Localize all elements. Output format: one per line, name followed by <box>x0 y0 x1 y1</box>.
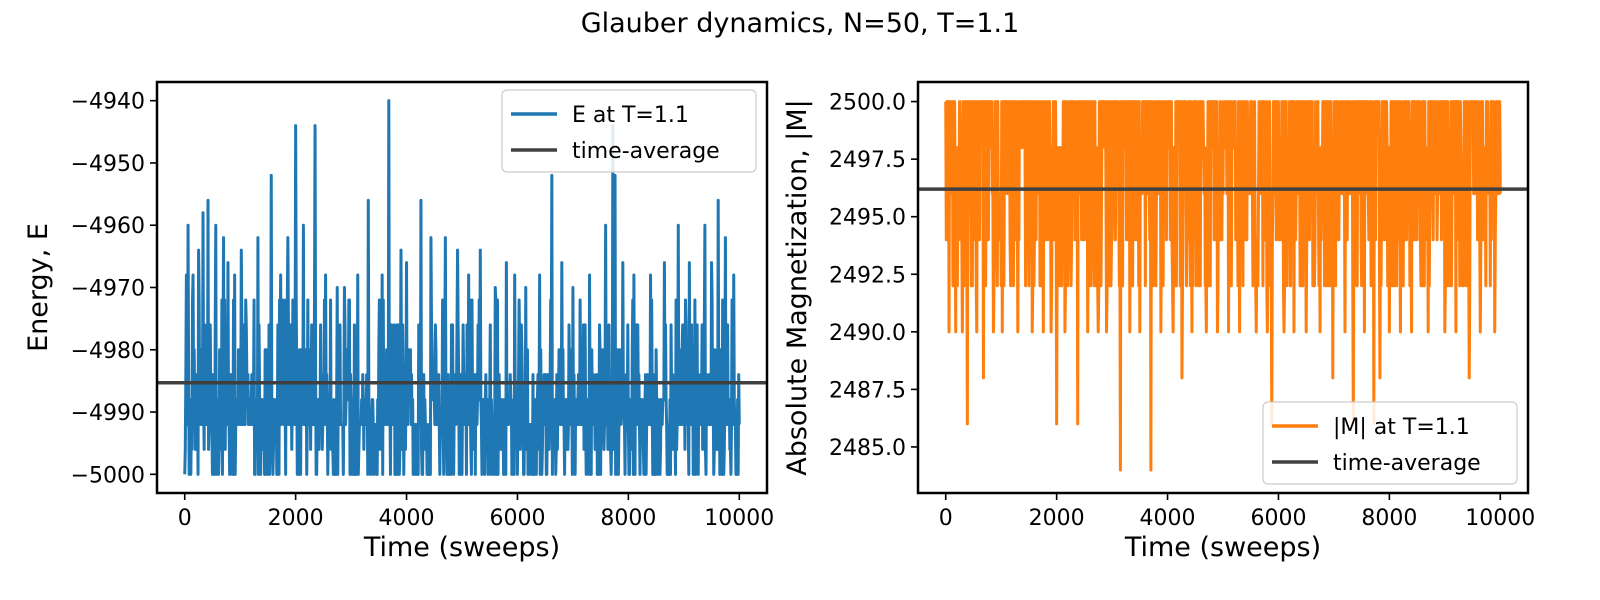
legend-label: |M| at T=1.1 <box>1333 415 1470 440</box>
y-tick-label: 2485.0 <box>829 436 906 461</box>
y-tick-label: −5000 <box>71 463 145 488</box>
y-axis-label: Energy, E <box>23 223 54 352</box>
x-tick-label: 2000 <box>1029 506 1085 531</box>
x-axis-label: Time (sweeps) <box>1124 532 1321 563</box>
plot-area <box>157 99 767 476</box>
plot-area <box>918 100 1528 472</box>
x-tick-label: 2000 <box>268 506 324 531</box>
x-tick-label: 10000 <box>704 506 774 531</box>
x-tick-label: 0 <box>178 506 192 531</box>
x-axis-label: Time (sweeps) <box>363 532 560 563</box>
legend-box <box>1262 401 1518 485</box>
x-tick-label: 8000 <box>1361 506 1417 531</box>
legend: E at T=1.1 time-average <box>501 89 757 173</box>
y-tick-label: 2497.5 <box>829 148 906 173</box>
y-tick-label: −4970 <box>71 277 145 302</box>
x-tick-label: 8000 <box>600 506 656 531</box>
legend-label: E at T=1.1 <box>572 103 689 128</box>
series-line-main <box>944 100 1502 472</box>
x-tick-label: 10000 <box>1465 506 1535 531</box>
y-tick-label: −4950 <box>71 152 145 177</box>
figure-title: Glauber dynamics, N=50, T=1.1 <box>580 8 1020 39</box>
y-axis-label: Absolute Magnetization, |M| <box>782 99 813 475</box>
legend-label: time-average <box>1333 451 1481 476</box>
y-tick-label: 2495.0 <box>829 206 906 231</box>
chart-panel-2: 0 2000 4000 6000 8000 10000 2485.0 2487.5 2490.0… <box>782 80 1535 563</box>
y-tick-label: 2500.0 <box>829 91 906 116</box>
series-line-main <box>183 99 741 476</box>
legend-box <box>501 89 757 173</box>
y-tick-label: −4980 <box>71 339 145 364</box>
chart-panel-1: 0 2000 4000 6000 8000 10000 −5000 −4990 −4980 −49… <box>23 80 774 563</box>
x-tick-label: 4000 <box>1140 506 1196 531</box>
x-tick-label: 6000 <box>1250 506 1306 531</box>
y-tick-label: −4960 <box>71 214 145 239</box>
y-tick-label: −4990 <box>71 401 145 426</box>
x-tick-label: 0 <box>939 506 953 531</box>
y-tick-label: −4940 <box>71 90 145 115</box>
y-tick-label: 2487.5 <box>829 378 906 403</box>
y-tick-label: 2490.0 <box>829 321 906 346</box>
legend-label: time-average <box>572 139 720 164</box>
y-tick-label: 2492.5 <box>829 263 906 288</box>
x-tick-label: 4000 <box>379 506 435 531</box>
x-tick-label: 6000 <box>489 506 545 531</box>
axes-frame <box>916 80 1530 495</box>
legend: |M| at T=1.1 time-average <box>1262 401 1518 485</box>
